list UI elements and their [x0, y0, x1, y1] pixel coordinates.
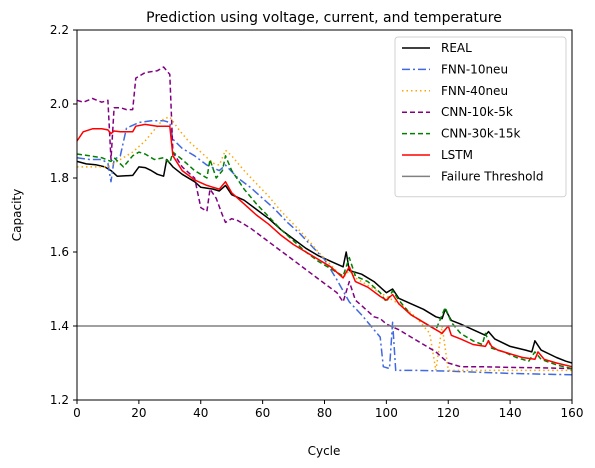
y-tick-label-2: 1.6 [50, 245, 69, 259]
x-tick-label-0: 0 [73, 406, 81, 420]
legend: REAL FNN-10neu FNN-40neu CNN-10k-5k CNN-30k-… [394, 36, 567, 198]
legend-label-2: FNN-40neu [441, 84, 508, 98]
y-tick-label-1: 1.4 [50, 319, 69, 333]
legend-label-5: LSTM [441, 148, 473, 162]
legend-label-1: FNN-10neu [441, 62, 508, 76]
y-axis-label: Capacity [10, 189, 24, 241]
series-line-5 [76, 123, 573, 368]
legend-box [394, 36, 567, 198]
x-tick-label-3: 60 [255, 406, 270, 420]
series-line-2 [77, 116, 572, 372]
y-axis: 1.2 1.4 1.6 1.8 2.0 2.2 [50, 23, 77, 407]
legend-label-6: Failure Threshold [441, 169, 543, 183]
x-tick-label-8: 160 [561, 406, 584, 420]
y-tick-label-5: 2.2 [50, 23, 69, 37]
series-line-4 [76, 151, 573, 370]
y-tick-label-4: 2.0 [50, 97, 69, 111]
x-tick-label-4: 80 [317, 406, 332, 420]
legend-label-4: CNN-30k-15k [441, 127, 520, 141]
x-tick-label-1: 20 [131, 406, 146, 420]
legend-label-0: REAL [441, 41, 472, 55]
x-axis-label: Cycle [308, 444, 341, 458]
x-tick-label-5: 100 [375, 406, 398, 420]
plot-lines [76, 66, 573, 376]
legend-label-3: CNN-10k-5k [441, 105, 513, 119]
y-tick-label-3: 1.8 [50, 171, 69, 185]
x-tick-label-7: 140 [499, 406, 522, 420]
x-tick-label-2: 40 [193, 406, 208, 420]
series-line-1 [76, 119, 573, 376]
x-tick-label-6: 120 [437, 406, 460, 420]
chart-title: Prediction using voltage, current, and t… [146, 10, 502, 26]
x-axis: 0 20 40 60 80 100 120 140 160 [73, 400, 583, 420]
series-line-3 [76, 66, 573, 370]
y-tick-label-0: 1.2 [50, 393, 69, 407]
